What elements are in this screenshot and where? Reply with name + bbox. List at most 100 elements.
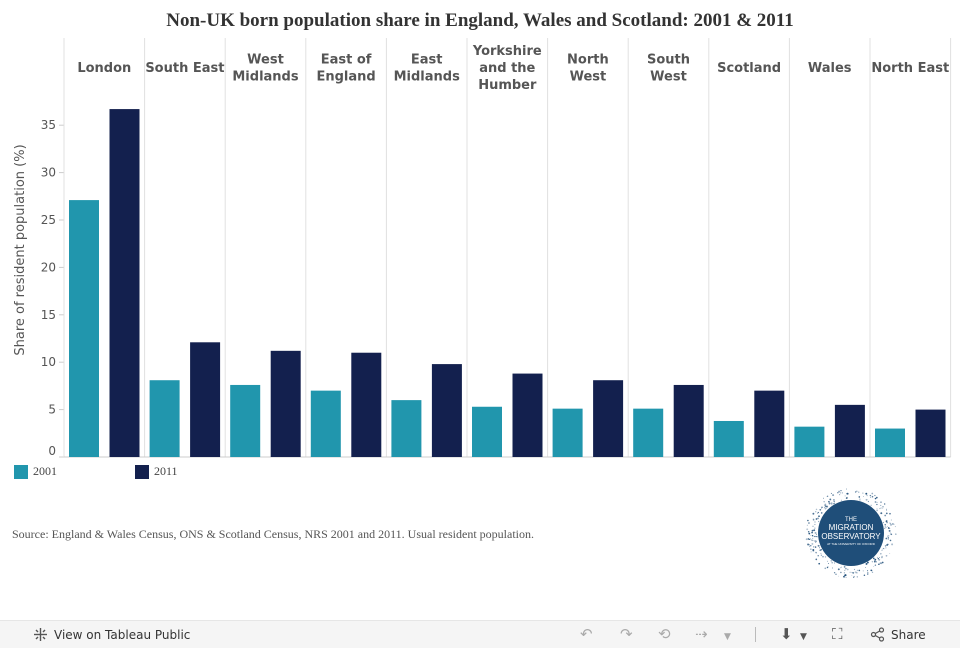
share-button[interactable]: Share xyxy=(870,627,926,642)
logo-dot xyxy=(825,505,827,508)
logo-dot xyxy=(879,557,881,558)
logo-dot xyxy=(890,519,892,521)
logo-dot xyxy=(874,501,877,503)
logo-dot xyxy=(810,548,812,550)
category-label: East xyxy=(411,53,443,68)
logo-dot xyxy=(810,539,813,541)
logo-dot xyxy=(889,512,891,515)
logo-dot xyxy=(815,511,817,513)
logo-dot xyxy=(871,492,874,495)
refresh-icon[interactable]: ⇢ xyxy=(695,625,708,643)
logo-dot xyxy=(833,562,835,564)
logo-dot xyxy=(838,575,840,577)
logo-dot xyxy=(871,571,874,573)
logo-dot xyxy=(813,529,816,532)
revert-icon[interactable]: ⟲ xyxy=(658,625,671,643)
redo-icon[interactable]: ↷ xyxy=(620,625,633,643)
logo-dot xyxy=(882,507,884,509)
logo-dot xyxy=(811,535,814,537)
logo-dot xyxy=(891,522,894,525)
bar-2011 xyxy=(915,409,946,457)
logo-dot xyxy=(856,576,858,578)
logo-dot xyxy=(815,552,817,554)
bar-2001 xyxy=(391,400,422,457)
logo-dot xyxy=(880,504,882,506)
logo-dot xyxy=(808,532,811,535)
logo-dot xyxy=(884,514,887,517)
logo-dot xyxy=(875,496,878,499)
logo-dot xyxy=(840,489,842,492)
category-label: West xyxy=(247,53,284,68)
logo-dot xyxy=(817,544,820,547)
logo-dot xyxy=(806,543,809,546)
logo-dot xyxy=(875,560,877,563)
logo-dot xyxy=(830,560,832,562)
logo-dot xyxy=(806,524,808,526)
logo-dot xyxy=(831,504,833,506)
refresh-dropdown-icon[interactable]: ▼ xyxy=(724,632,731,642)
bar-2001 xyxy=(713,420,744,457)
logo-dot xyxy=(827,495,829,497)
logo-dot xyxy=(891,543,894,546)
logo-dot xyxy=(876,509,878,512)
category-label: Midlands xyxy=(394,70,460,85)
download-icon[interactable]: ⬇ xyxy=(780,625,793,643)
logo-dot xyxy=(877,557,879,560)
logo-dot xyxy=(809,538,811,540)
logo-dot xyxy=(876,503,878,506)
logo-dot xyxy=(817,512,819,514)
download-dropdown-icon[interactable]: ▼ xyxy=(800,632,807,642)
logo-dot xyxy=(843,566,846,568)
logo-dot xyxy=(888,537,889,539)
logo-dot xyxy=(824,567,827,570)
logo-dot xyxy=(879,508,881,510)
fullscreen-icon[interactable]: ⛶ xyxy=(832,625,843,643)
logo-dot xyxy=(874,564,877,566)
logo-dot xyxy=(887,535,889,537)
logo-dot xyxy=(858,496,861,498)
bar-2001 xyxy=(472,406,502,457)
logo-dot xyxy=(876,501,878,503)
logo-dot xyxy=(833,503,835,505)
logo-dot xyxy=(828,500,830,503)
logo-dot xyxy=(858,569,861,572)
y-tick-label: 10 xyxy=(41,355,56,369)
logo-dot xyxy=(862,492,864,494)
logo-dot xyxy=(820,554,823,556)
logo-dot xyxy=(839,494,841,496)
bar-2011 xyxy=(512,373,543,457)
legend-swatch xyxy=(135,464,149,479)
logo-dot xyxy=(814,540,816,542)
tableau-icon xyxy=(34,628,47,641)
logo-dot xyxy=(818,515,820,518)
logo-dot xyxy=(881,548,883,550)
logo-dot xyxy=(817,517,819,520)
logo-dot xyxy=(815,518,818,520)
logo-dot xyxy=(870,504,872,506)
logo-dot xyxy=(838,490,841,493)
logo-dot xyxy=(844,569,846,571)
legend-swatch xyxy=(14,464,28,479)
logo-dot xyxy=(870,569,873,572)
legend-item-2011[interactable]: 2011 xyxy=(135,464,178,479)
logo-dot xyxy=(812,549,815,551)
bar-2011 xyxy=(593,380,624,457)
logo-dot xyxy=(811,542,814,545)
logo-dot xyxy=(895,533,897,535)
logo-dot xyxy=(812,550,815,552)
logo-dot xyxy=(873,566,875,568)
category-label: England xyxy=(316,70,375,85)
logo-dot xyxy=(831,567,833,569)
legend-item-2001[interactable]: 2001 xyxy=(14,464,57,479)
bar-2011 xyxy=(431,364,462,457)
logo-dot xyxy=(865,492,868,495)
logo-dot xyxy=(811,529,814,532)
logo-dot xyxy=(807,519,809,522)
undo-icon[interactable]: ↶ xyxy=(580,625,593,643)
logo-dot xyxy=(882,506,884,508)
logo-dot xyxy=(886,508,888,510)
category-label: Wales xyxy=(808,61,852,76)
view-on-tableau-link[interactable]: View on Tableau Public xyxy=(33,627,190,642)
logo-dot xyxy=(824,508,826,510)
logo-dot xyxy=(869,494,872,497)
